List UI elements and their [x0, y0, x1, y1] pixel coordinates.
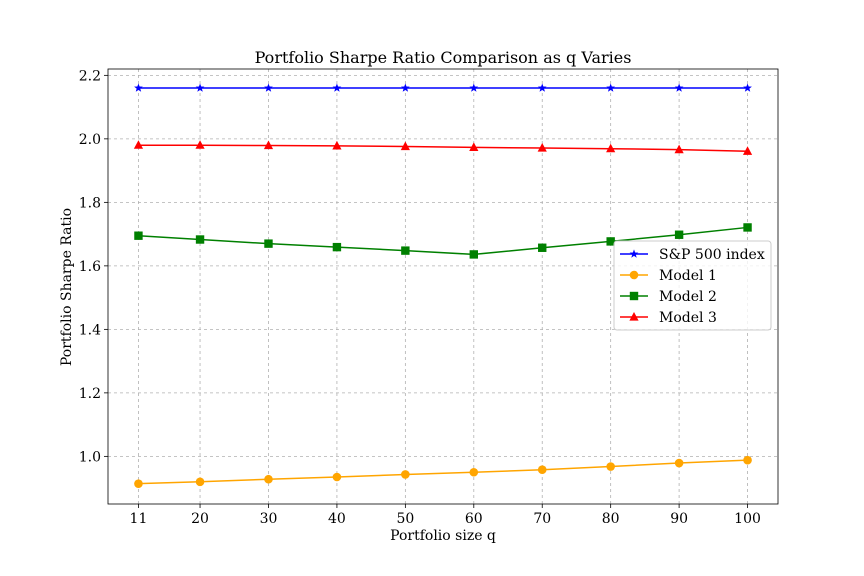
- data-point: [332, 472, 342, 482]
- data-point: [332, 140, 342, 150]
- legend-marker: [629, 249, 639, 258]
- data-point: [195, 235, 205, 244]
- x-tick-label: 20: [191, 511, 209, 527]
- legend-entry: Model 3: [620, 310, 717, 326]
- data-point: [195, 140, 205, 149]
- data-point: [606, 462, 615, 471]
- data-point: [674, 83, 684, 92]
- legend-label: Model 3: [659, 310, 717, 326]
- legend-box: [613, 240, 772, 331]
- y-tick-label: 1.6: [79, 259, 101, 275]
- legend-marker: [629, 270, 639, 280]
- plot-frame: [107, 68, 779, 505]
- x-tick-label: 30: [260, 511, 278, 527]
- data-point: [263, 140, 274, 150]
- data-point: [401, 246, 410, 255]
- series-line: [138, 144, 748, 152]
- data-point: [134, 231, 143, 240]
- data-point: [674, 144, 684, 154]
- data-point: [332, 242, 342, 252]
- y-tick-label: 1.4: [79, 322, 101, 338]
- y-tick-label: 1.0: [79, 449, 101, 465]
- data-point: [400, 83, 410, 92]
- data-point: [606, 143, 616, 153]
- series-model-3: [133, 140, 753, 155]
- x-tick-label: 80: [602, 511, 620, 527]
- data-point: [332, 83, 342, 92]
- data-point: [195, 83, 205, 92]
- y-tick-label: 2.0: [79, 132, 101, 148]
- legend-label: Model 2: [659, 289, 717, 305]
- data-point: [537, 465, 547, 475]
- data-point: [537, 83, 547, 92]
- x-tick-label: 90: [670, 511, 688, 527]
- data-point: [537, 143, 547, 152]
- legend-entry: Model 2: [620, 289, 717, 305]
- x-tick-label: 40: [328, 511, 346, 527]
- data-point: [469, 250, 478, 259]
- series-sandp-500-index: [134, 83, 752, 92]
- data-point: [742, 146, 753, 155]
- ticks-layer: 11 20 30 40 50 60 70 80 90 100 1.0 1.2 1.4 1.6 1.8 2.0 2…: [79, 68, 761, 527]
- legend-entry: Model 1: [620, 268, 717, 284]
- data-point: [606, 237, 615, 246]
- series-layer: [133, 83, 753, 488]
- data-point: [469, 467, 479, 477]
- x-tick-label: 50: [396, 511, 414, 527]
- x-tick-label: 11: [130, 511, 148, 527]
- data-point: [469, 83, 479, 92]
- x-axis-label: Portfolio size q: [390, 528, 496, 544]
- legend-marker: [629, 291, 639, 301]
- data-point: [538, 243, 547, 252]
- legend-label: S&P 500 index: [659, 247, 765, 263]
- y-tick-label: 1.8: [79, 195, 101, 211]
- x-tick-label: 70: [533, 511, 551, 527]
- legend: S&P 500 index Model 1 Model 2 Model 3: [613, 240, 772, 331]
- legend-entry: S&P 500 index: [620, 247, 765, 263]
- x-tick-label: 100: [734, 511, 761, 527]
- series-model-1: [134, 455, 752, 488]
- chart-title: Portfolio Sharpe Ratio Comparison as q V…: [255, 48, 632, 67]
- legend-label: Model 1: [659, 268, 717, 284]
- y-axis-label: Portfolio Sharpe Ratio: [59, 208, 75, 366]
- data-point: [134, 479, 143, 488]
- data-point: [674, 458, 684, 468]
- y-tick-label: 1.2: [79, 386, 101, 402]
- series-line: [138, 459, 748, 485]
- data-point: [743, 83, 752, 92]
- data-point: [400, 141, 410, 151]
- data-point: [264, 83, 273, 92]
- data-point: [743, 455, 752, 465]
- data-point: [674, 230, 684, 239]
- data-point: [743, 223, 752, 232]
- y-tick-label: 2.2: [79, 68, 101, 84]
- data-point: [264, 474, 273, 484]
- data-point: [195, 477, 205, 487]
- data-point: [606, 83, 616, 92]
- series-model-2: [134, 223, 752, 259]
- data-point: [133, 140, 144, 149]
- data-point: [264, 239, 273, 248]
- data-point: [401, 470, 410, 479]
- series-line: [138, 226, 748, 256]
- x-tick-label: 60: [465, 511, 483, 527]
- data-point: [469, 142, 479, 152]
- data-point: [134, 83, 143, 92]
- legend-marker: [629, 312, 639, 321]
